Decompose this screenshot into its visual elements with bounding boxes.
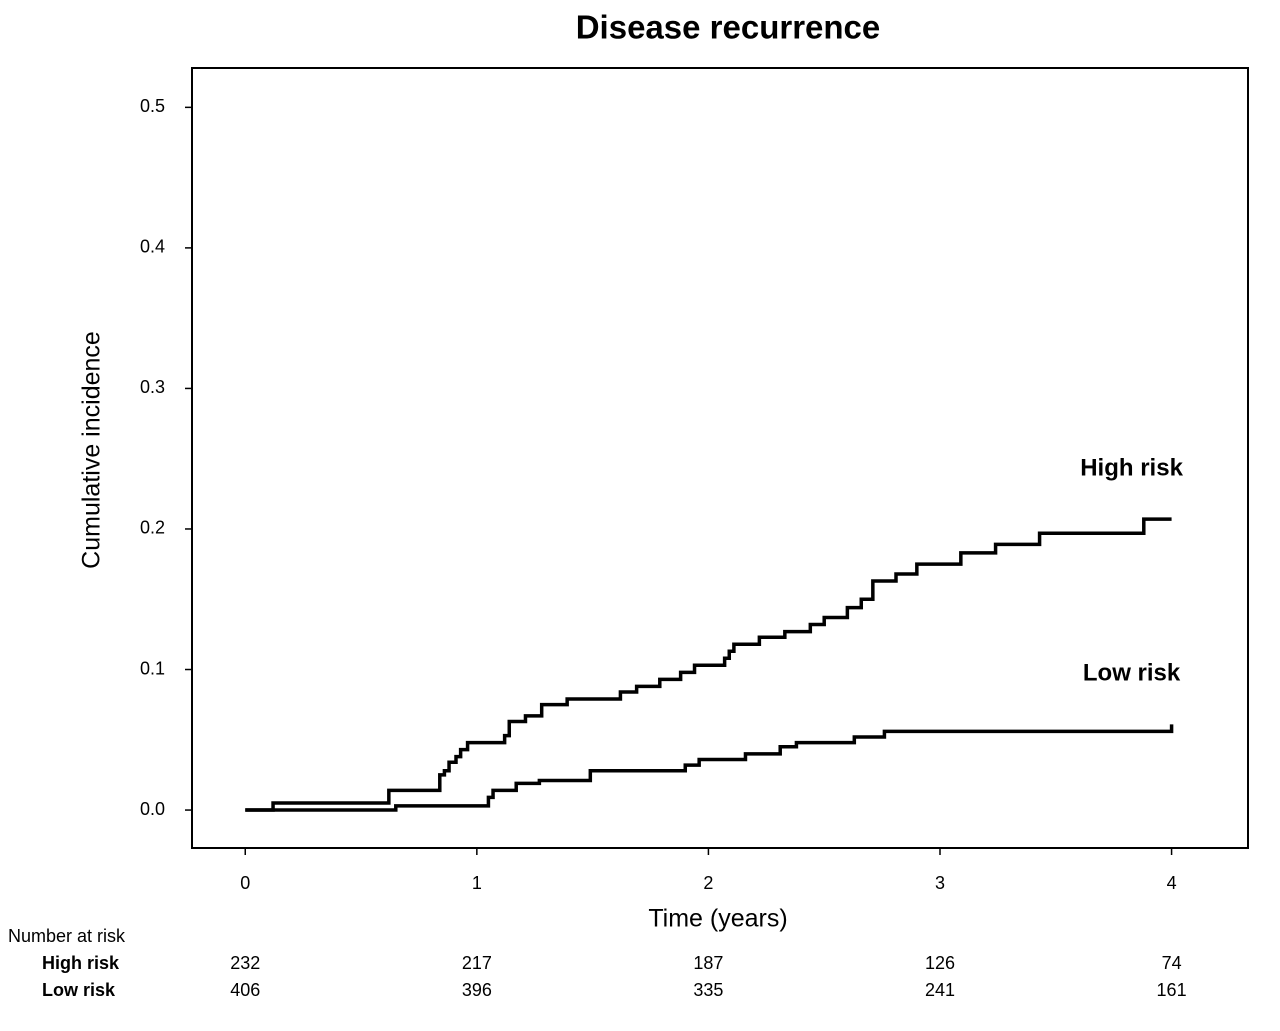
x-tick-label: 1 (472, 873, 482, 893)
y-tick-label: 0.0 (140, 799, 165, 819)
risk-row-name: High risk (42, 953, 120, 973)
step-line (245, 517, 1172, 812)
plot-frame (191, 67, 1249, 849)
y-tick-label: 0.5 (140, 96, 165, 116)
x-axis-label: Time (years) (648, 905, 787, 933)
y-axis-label: Cumulative incidence (78, 331, 106, 569)
risk-count: 396 (462, 980, 492, 1000)
x-tick-label: 0 (240, 873, 250, 893)
risk-row-name: Low risk (42, 980, 116, 1000)
risk-table-title: Number at risk (8, 926, 126, 946)
y-tick-label: 0.4 (140, 237, 165, 257)
risk-count: 406 (230, 980, 260, 1000)
risk-count: 335 (693, 980, 723, 1000)
x-tick-label: 3 (935, 873, 945, 893)
risk-count: 161 (1157, 980, 1187, 1000)
risk-count: 74 (1162, 953, 1182, 973)
series-label: Low risk (1083, 660, 1181, 687)
x-tick-label: 2 (703, 873, 713, 893)
chart-title: Disease recurrence (576, 9, 881, 46)
series-label: High risk (1080, 454, 1183, 481)
x-tick-label: 4 (1167, 873, 1177, 893)
y-tick-label: 0.2 (140, 518, 165, 538)
risk-count: 187 (693, 953, 723, 973)
risk-count: 241 (925, 980, 955, 1000)
y-tick-label: 0.1 (140, 658, 165, 678)
risk-count: 232 (230, 953, 260, 973)
y-tick-label: 0.3 (140, 377, 165, 397)
step-line (245, 724, 1174, 812)
risk-count: 126 (925, 953, 955, 973)
risk-count: 217 (462, 953, 492, 973)
